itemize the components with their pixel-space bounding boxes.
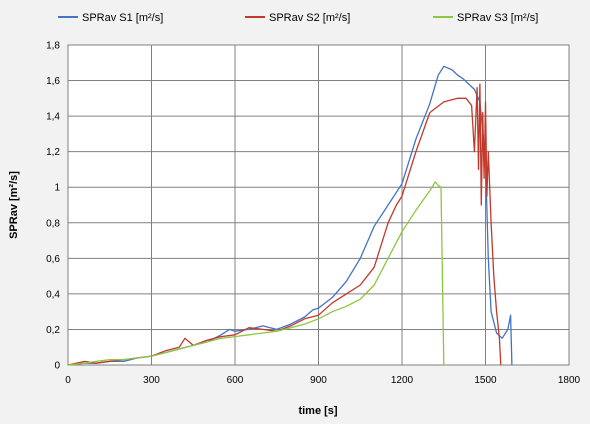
x-tick-label: 900 [310, 375, 327, 386]
y-tick-label: 1,4 [46, 112, 60, 123]
x-tick-label: 1800 [558, 375, 581, 386]
y-tick-label: 1,6 [46, 76, 60, 87]
x-tick-label: 1500 [474, 375, 497, 386]
x-tick-label: 600 [227, 375, 244, 386]
y-tick-label: 0,8 [46, 218, 60, 229]
x-tick-label: 300 [143, 375, 160, 386]
y-tick-label: 1,2 [46, 147, 60, 158]
legend: SPRav S1 [m²/s] SPRav S2 [m²/s] SPRav S3 [… [58, 12, 538, 24]
x-axis-title: time [s] [298, 405, 337, 417]
y-axis-title: SPRav [m²/s] [8, 171, 20, 239]
grid-lines [68, 45, 569, 365]
x-tick-label: 1200 [391, 375, 414, 386]
legend-label-s2: SPRav S2 [m²/s] [269, 12, 350, 24]
tick-labels: 0 300 600 900 1200 1500 1800 0 0,2 0,4 0,6 0,8 1 1,2 1… [46, 41, 580, 387]
legend-label-s1: SPRav S1 [m²/s] [82, 12, 163, 24]
y-tick-label: 0,6 [46, 254, 60, 265]
y-tick-label: 0,2 [46, 325, 60, 336]
x-tick-label: 0 [65, 375, 71, 386]
y-tick-label: 0,4 [46, 289, 60, 300]
series-layer [67, 65, 513, 366]
y-tick-label: 1 [54, 183, 60, 194]
legend-label-s3: SPRav S3 [m²/s] [457, 12, 538, 24]
series-line-s2 [67, 83, 502, 366]
series-line-s3 [67, 181, 445, 366]
y-tick-label: 1,8 [46, 41, 60, 52]
y-tick-label: 0 [54, 361, 60, 372]
